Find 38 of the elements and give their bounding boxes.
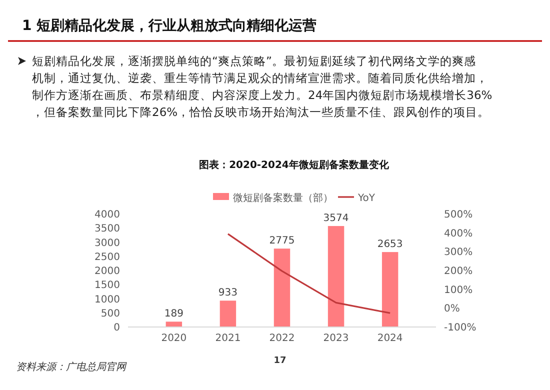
y-tick-label: 1000 bbox=[94, 294, 120, 306]
y2-tick-label: 300% bbox=[444, 247, 473, 258]
y2-tick-label: 100% bbox=[444, 284, 473, 296]
bar bbox=[328, 226, 344, 327]
y-tick-label: 2000 bbox=[94, 266, 120, 277]
bar bbox=[274, 248, 290, 327]
text: 1 短剧精品化发展，行业从粗放式向精细化运营 bbox=[22, 18, 317, 34]
x-tick-label: 2020 bbox=[161, 333, 187, 344]
y2-tick-label: 200% bbox=[444, 266, 473, 277]
y-tick-label: 3500 bbox=[94, 224, 120, 235]
data-label: 189 bbox=[164, 308, 184, 320]
y-tick-label: 4000 bbox=[94, 210, 120, 220]
x-tick-label: 2024 bbox=[377, 333, 403, 344]
data-label: 2653 bbox=[377, 239, 403, 250]
x-tick-label: 2021 bbox=[215, 333, 241, 344]
text: 资料来源：广电总局官网 bbox=[16, 361, 127, 373]
y2-tick-label: 500% bbox=[444, 210, 473, 220]
data-label: 933 bbox=[218, 288, 238, 299]
bar bbox=[166, 322, 182, 327]
data-label: 2775 bbox=[269, 236, 295, 247]
y2-tick-label: 400% bbox=[444, 228, 473, 240]
y-tick-label: 3000 bbox=[94, 238, 120, 249]
text: 17 bbox=[274, 356, 286, 366]
y-tick-label: 2500 bbox=[94, 252, 120, 263]
legend-label: 微短剧备案数量（部） bbox=[233, 192, 333, 204]
y-tick-label: 1500 bbox=[94, 280, 120, 292]
y-tick-label: 0 bbox=[114, 322, 120, 334]
x-tick-label: 2023 bbox=[323, 333, 349, 344]
y2-tick-label: -100% bbox=[444, 322, 476, 334]
bar bbox=[220, 300, 236, 327]
x-tick-label: 2022 bbox=[269, 333, 295, 344]
bar bbox=[382, 252, 398, 327]
legend-label: YoY bbox=[357, 193, 376, 204]
data-label: 3574 bbox=[323, 213, 349, 224]
chart-title: 图表：2020-2024年微短剧备案数量变化 bbox=[199, 159, 390, 171]
y-tick-label: 500 bbox=[100, 308, 120, 320]
text: 短剧精品化发展，逐渐摆脱单纯的“爽点策略”。最初短剧延续了初代网络文学的爽感机制，通过复仇、逆袭、重生等情节满足观众的情绪宣泄需求。随着同质化供给增加，制作方逐渐在画质、布景精细度、内容深度上发力。24年国内微短剧市场规模增长36%，但备案数量同比下降26%，恰恰反映市场开始淘汰一些质量不佳、跟风创作的项目。 bbox=[32, 54, 492, 119]
y2-tick-label: 0% bbox=[444, 304, 460, 315]
